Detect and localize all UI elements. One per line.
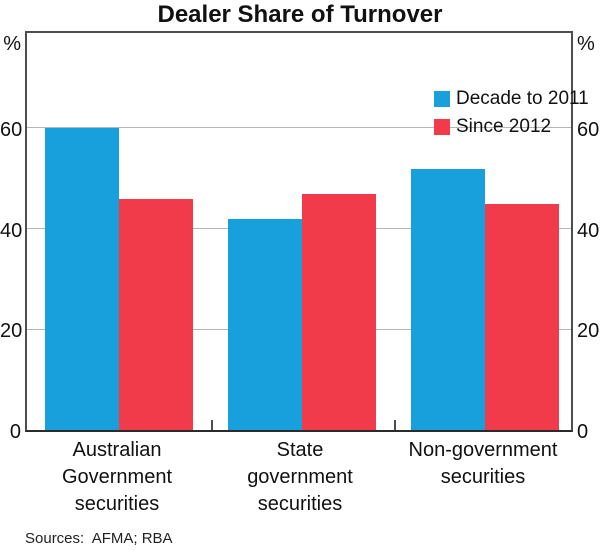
bar-decade-to-2011-group1 [45,128,119,430]
chart-title: Dealer Share of Turnover [157,1,443,28]
bar-since-2012-group2 [302,193,376,430]
y-tick-label-right-60: 60 [577,119,600,142]
gridline-60 [27,127,571,129]
y-tick-label-right-20: 20 [577,320,600,343]
y-tick-label-left-60: 60 [0,119,23,142]
plot-area: Decade to 2011 Since 2012 [25,31,589,432]
bar-since-2012-group1 [119,198,193,430]
plot-inner [27,33,571,430]
legend-swatch-icon [434,119,450,135]
y-tick-label-right-0: 0 [577,421,589,443]
bar-decade-to-2011-group2 [228,218,302,430]
category-label-group2: State government securities [247,439,353,515]
legend: Decade to 2011 Since 2012 [434,88,589,144]
y-axis-unit-right: % [577,33,595,55]
x-axis-tick [210,420,213,430]
legend-label: Since 2012 [456,116,552,137]
sources-note: Sources: AFMA; RBA [25,530,173,547]
y-tick-label-left-0: 0 [9,421,21,443]
x-axis-tick [393,420,396,430]
y-tick-label-right-40: 40 [577,219,600,242]
bar-since-2012-group3 [485,203,559,430]
y-tick-label-left-20: 20 [0,320,23,343]
legend-label: Decade to 2011 [456,88,589,109]
legend-item-decade-to-2011: Decade to 2011 [434,88,589,110]
legend-item-since-2012: Since 2012 [434,116,589,138]
legend-swatch-icon [434,91,450,107]
y-axis-unit-left: % [3,33,21,55]
y-tick-label-left-40: 40 [0,219,23,242]
category-label-group1: Australian Government securities [61,439,173,515]
bar-decade-to-2011-group3 [411,168,485,430]
category-label-group3: Non-government securities [408,439,558,488]
